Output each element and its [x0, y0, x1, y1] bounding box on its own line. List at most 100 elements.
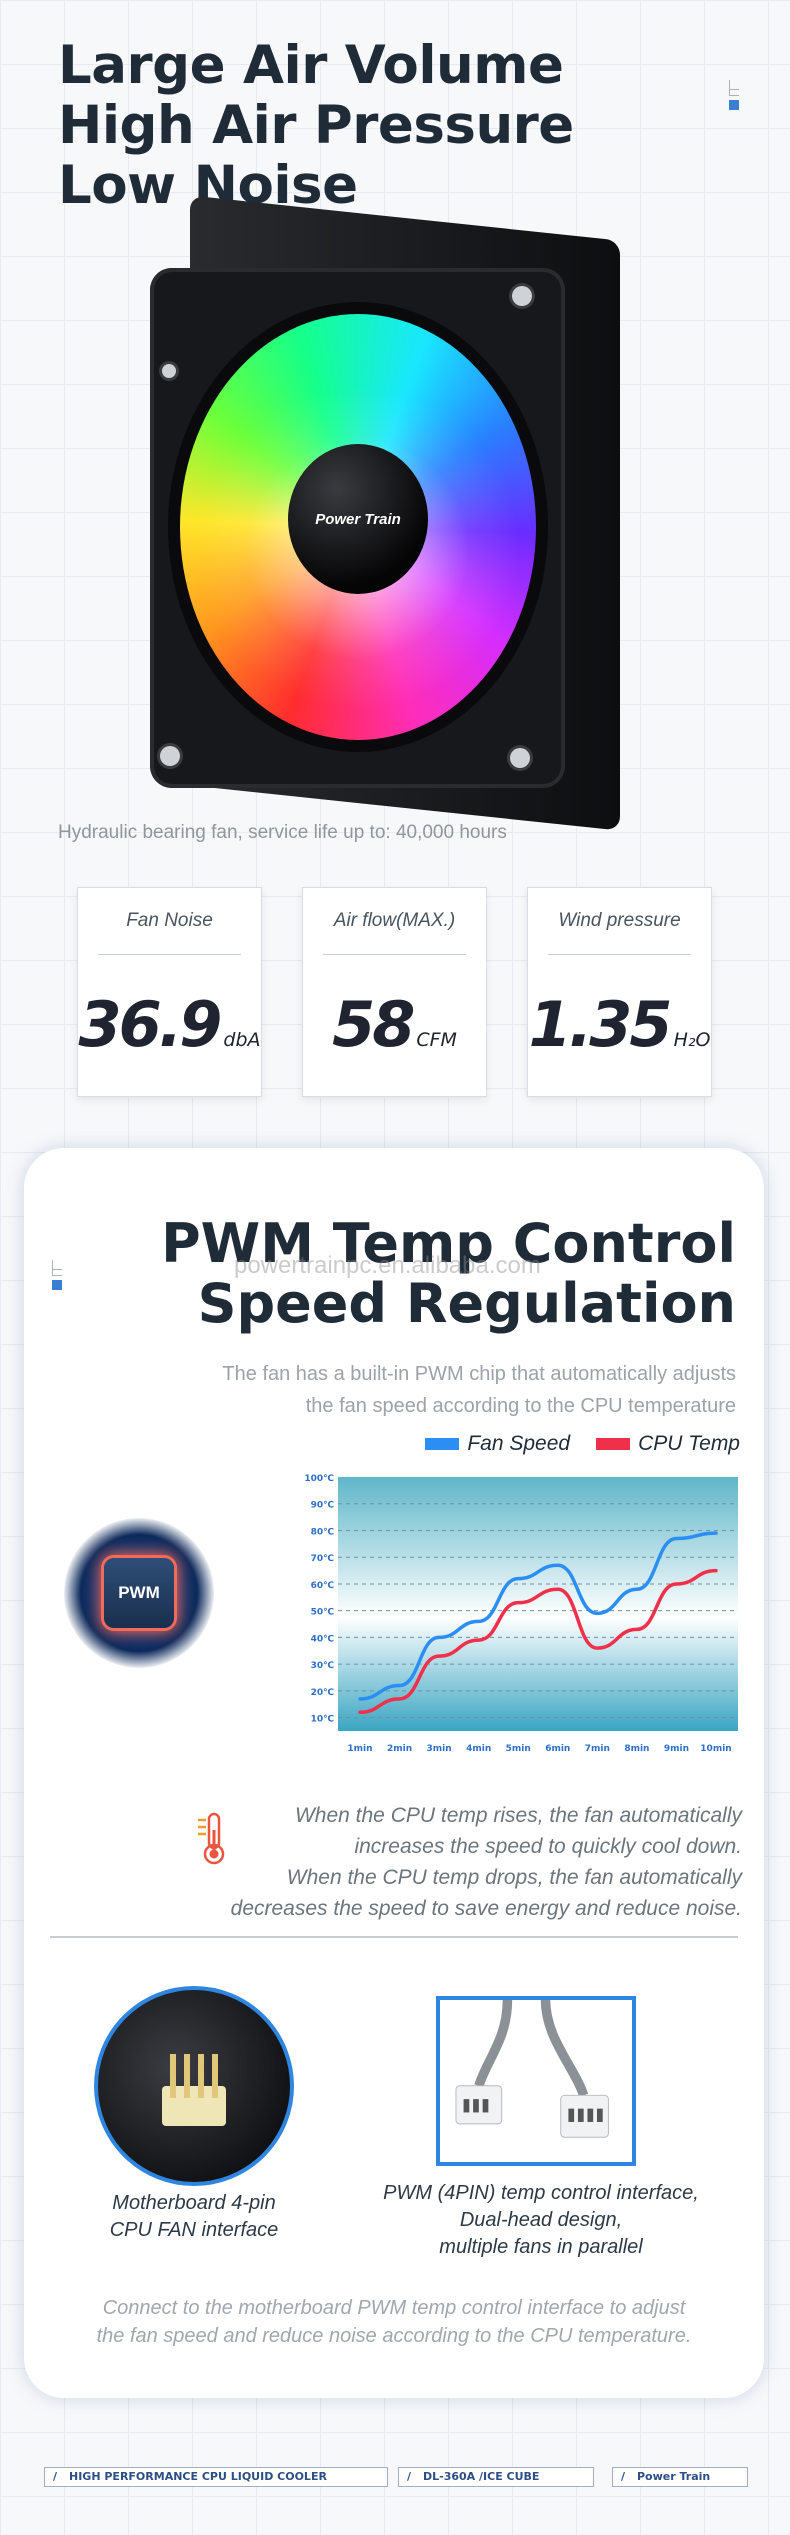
spec-divider — [98, 954, 241, 955]
header-caption-line: Motherboard 4-pin — [112, 2192, 276, 2214]
spec-card-airflow: Air flow(MAX.) 58 CFM — [302, 887, 487, 1097]
y-tick-label: 20℃ — [311, 1688, 335, 1698]
pwm-title-line: PWM Temp Control — [161, 1212, 736, 1275]
legend-swatch — [596, 1438, 631, 1450]
connection-note-line: the fan speed and reduce noise according… — [96, 2325, 692, 2347]
spec-value: 1.35 H₂O — [528, 988, 711, 1061]
spec-unit: CFM — [416, 1029, 457, 1051]
legend-swatch — [425, 1438, 460, 1450]
spec-number: 1.35 — [528, 988, 673, 1061]
temp-speed-chart: 10℃ 20℃ 30℃ 40℃ 50℃ 60℃ 70℃ 80℃ 90℃ 100℃ 1min 2min… — [304, 1474, 738, 1754]
screw-icon — [512, 286, 532, 306]
screw-icon — [160, 746, 180, 766]
footer-tag-brand: / Power Train — [612, 2467, 748, 2487]
motherboard-header-image — [94, 1986, 294, 2186]
y-tick-label: 80℃ — [311, 1527, 335, 1537]
cpu-note-line: increases the speed to quickly cool down… — [354, 1835, 742, 1858]
x-tick-label: 2min — [387, 1744, 412, 1754]
watermark: powertrainpc.en.alibaba.com — [234, 1252, 541, 1279]
footer-tag-model: / DL-360A /ICE CUBE — [398, 2467, 594, 2487]
cpu-note-line: decreases the speed to save energy and r… — [230, 1897, 742, 1920]
cpu-note-line: When the CPU temp rises, the fan automat… — [294, 1804, 742, 1827]
spec-value: 58 CFM — [303, 988, 486, 1061]
x-tick-label: 9min — [664, 1744, 689, 1754]
header-caption-line: CPU FAN interface — [109, 2219, 279, 2241]
x-tick-label: 3min — [427, 1744, 452, 1754]
header-caption: Motherboard 4-pin CPU FAN interface — [64, 2190, 324, 2244]
pwm-description-line: The fan has a built-in PWM chip that aut… — [222, 1363, 736, 1385]
pwm-title: PWM Temp Control Speed Regulation — [161, 1214, 736, 1334]
y-tick-label: 60℃ — [311, 1581, 335, 1591]
y-tick-label: 90℃ — [311, 1501, 335, 1511]
spec-number: 58 — [332, 988, 415, 1061]
connection-note: Connect to the motherboard PWM temp cont… — [44, 2294, 744, 2350]
pwm-description-line: the fan speed according to the CPU tempe… — [305, 1395, 736, 1417]
pwm-title-line: Speed Regulation — [197, 1272, 736, 1335]
spec-value: 36.9 dbA — [78, 988, 261, 1061]
spec-label: Fan Noise — [126, 910, 213, 931]
y-tick-label: 30℃ — [311, 1661, 335, 1671]
y-tick-label: 70℃ — [311, 1554, 335, 1564]
x-tick-label: 1min — [347, 1744, 372, 1754]
x-tick-label: 7min — [585, 1744, 610, 1754]
y-tick-label: 100℃ — [304, 1474, 334, 1484]
cable-caption-line: PWM (4PIN) temp control interface, — [383, 2182, 699, 2204]
corner-mark-icon — [50, 1260, 64, 1290]
spec-label: Wind pressure — [558, 910, 681, 931]
cpu-note: When the CPU temp rises, the fan automat… — [231, 1800, 742, 1924]
hero-title-line: High Air Pressure — [58, 95, 574, 156]
fan-frame-front: Power Train — [150, 268, 565, 788]
pwm-chip-label: PWM — [104, 1558, 174, 1628]
fan-header-pins-icon — [162, 2054, 226, 2126]
hero-title-line: Large Air Volume — [58, 35, 564, 96]
thermometer-icon — [198, 1812, 225, 1865]
spec-label: Air flow(MAX.) — [333, 910, 456, 931]
spec-divider — [548, 954, 691, 955]
pwm-panel: PWM Temp Control Speed Regulation powert… — [24, 1148, 764, 2398]
chart-legend: Fan Speed CPU Temp — [425, 1432, 740, 1456]
cpu-note-line: When the CPU temp drops, the fan automat… — [286, 1866, 742, 1889]
footer-tag-text: DL-360A /ICE CUBE — [423, 2470, 540, 2483]
legend-label: CPU Temp — [638, 1432, 740, 1455]
x-tick-label: 4min — [466, 1744, 491, 1754]
spec-number: 36.9 — [78, 988, 222, 1061]
spec-card-noise: Fan Noise 36.9 dbA — [77, 887, 262, 1097]
footer-tag-text: HIGH PERFORMANCE CPU LIQUID COOLER — [69, 2470, 327, 2483]
fan-product-image: Power Train — [150, 195, 620, 831]
spec-unit: H₂O — [673, 1029, 711, 1051]
pwm-cable-image — [436, 1996, 636, 2166]
y-tick-label: 10℃ — [311, 1715, 335, 1725]
hero-caption: Hydraulic bearing fan, service life up t… — [58, 822, 507, 843]
y-tick-label: 40℃ — [311, 1634, 335, 1644]
screw-icon — [162, 364, 176, 378]
x-tick-label: 10min — [700, 1744, 731, 1754]
hero-title-line: Low Noise — [58, 155, 358, 216]
chart-plot-area — [338, 1477, 738, 1731]
section-divider — [50, 1936, 738, 1938]
cable-connector-icon — [455, 1999, 609, 2138]
spec-card-pressure: Wind pressure 1.35 H₂O — [527, 887, 712, 1097]
spec-divider — [323, 954, 466, 955]
x-tick-label: 8min — [624, 1744, 649, 1754]
y-tick-label: 50℃ — [311, 1608, 335, 1618]
cable-caption-line: multiple fans in parallel — [439, 2236, 643, 2258]
cable-caption: PWM (4PIN) temp control interface, Dual-… — [346, 2180, 736, 2261]
screw-icon — [510, 748, 530, 768]
fan-hub-logo: Power Train — [288, 444, 428, 594]
x-tick-label: 6min — [545, 1744, 570, 1754]
corner-mark-icon — [727, 80, 741, 110]
legend-label: Fan Speed — [467, 1432, 571, 1455]
legend-item-cpu-temp: CPU Temp — [596, 1432, 740, 1456]
legend-item-fan-speed: Fan Speed — [425, 1432, 570, 1456]
x-tick-label: 5min — [506, 1744, 531, 1754]
pwm-description: The fan has a built-in PWM chip that aut… — [222, 1358, 736, 1422]
pwm-chip-image: PWM — [64, 1518, 214, 1668]
hero-title: Large Air Volume High Air Pressure Low N… — [58, 36, 574, 216]
spec-unit: dbA — [223, 1029, 261, 1051]
series-line-fan-speed — [358, 1531, 718, 1701]
series-line-cpu-temp — [358, 1568, 718, 1715]
connection-note-line: Connect to the motherboard PWM temp cont… — [102, 2297, 686, 2319]
footer-tag-product: / HIGH PERFORMANCE CPU LIQUID COOLER — [44, 2467, 388, 2487]
cable-caption-line: Dual-head design, — [459, 2209, 623, 2231]
footer-tag-text: Power Train — [637, 2470, 711, 2483]
